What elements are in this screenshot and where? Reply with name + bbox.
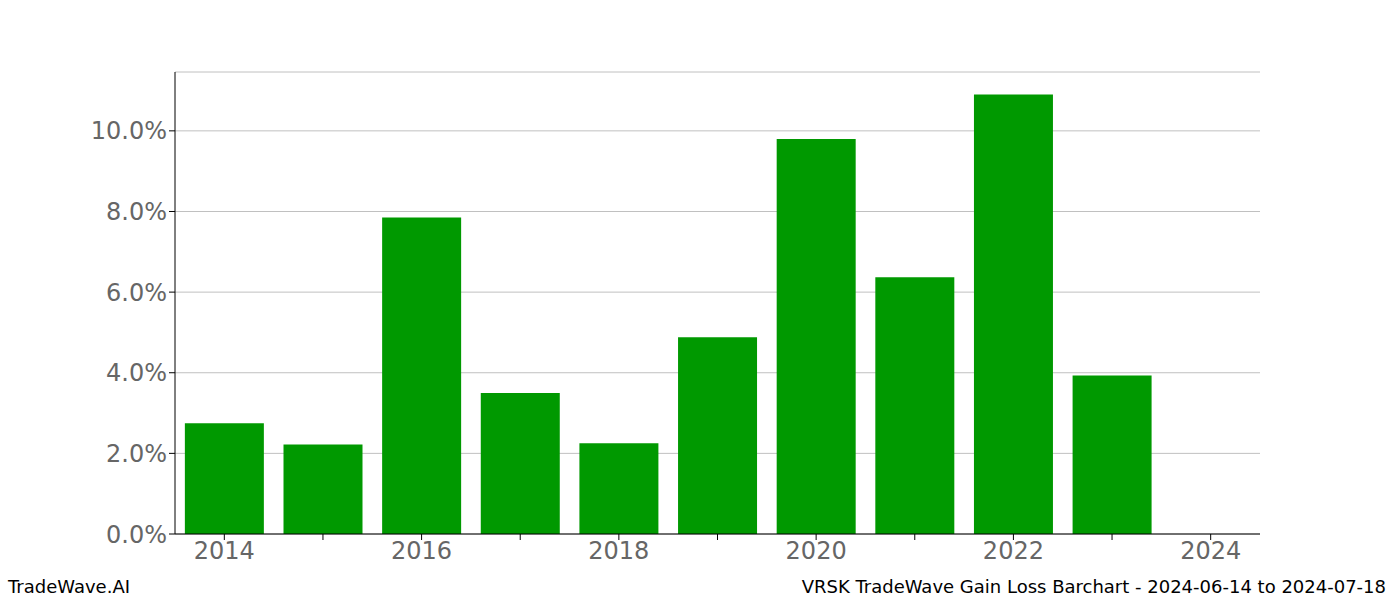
svg-text:2024: 2024 [1180, 537, 1241, 565]
svg-text:8.0%: 8.0% [106, 198, 167, 226]
svg-text:10.0%: 10.0% [91, 117, 167, 145]
svg-text:2.0%: 2.0% [106, 440, 167, 468]
html-text:TradeWave.AI: TradeWave.AI [8, 576, 130, 597]
svg-text:2020: 2020 [786, 537, 847, 565]
svg-text:0.0%: 0.0% [106, 521, 167, 549]
svg-text:6.0%: 6.0% [106, 279, 167, 307]
html-text:VRSK TradeWave Gain Loss Barch: VRSK TradeWave Gain Loss Barchart - 2024… [801, 576, 1386, 597]
svg-text:2016: 2016 [391, 537, 452, 565]
svg-text:2022: 2022 [983, 537, 1044, 565]
svg-text:4.0%: 4.0% [106, 359, 167, 387]
svg-text:2018: 2018 [588, 537, 649, 565]
svg-text:2014: 2014 [194, 537, 255, 565]
